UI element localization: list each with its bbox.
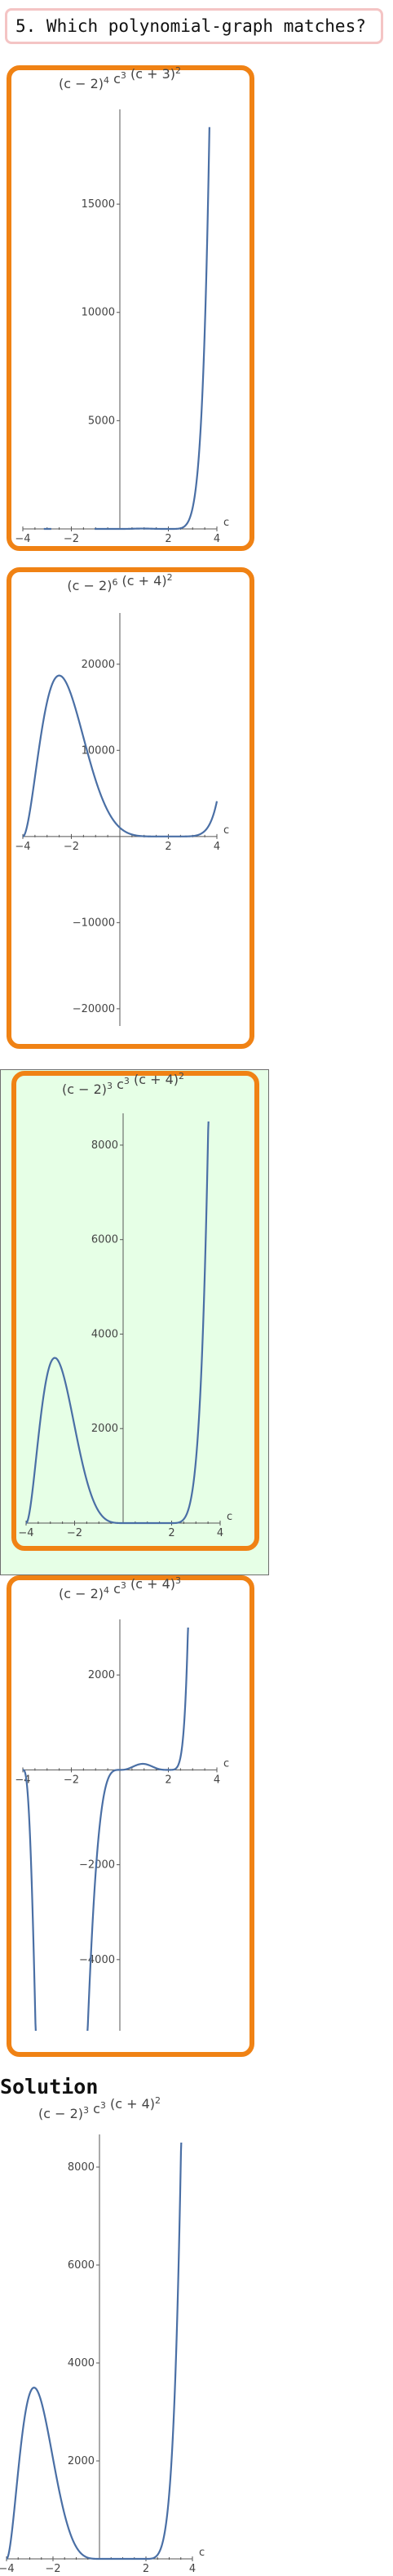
x-tick-label: −4 xyxy=(18,1527,33,1539)
chart-title: (c − 2)3 c3 (c + 4)2 xyxy=(62,1071,184,1097)
y-tick-label: 6000 xyxy=(68,2259,95,2272)
x-axis-label: c xyxy=(223,824,229,837)
y-tick-label: 15000 xyxy=(82,198,115,211)
x-tick-label: −4 xyxy=(15,841,30,853)
x-tick-label: 4 xyxy=(189,2563,196,2575)
x-tick-label: 4 xyxy=(217,1527,223,1539)
x-tick-label: 4 xyxy=(214,533,220,545)
chart-title: (c − 2)6 (c + 4)2 xyxy=(67,572,172,593)
option-card-3[interactable] xyxy=(11,1071,259,1551)
question-text: 5. Which polynomial-graph matches? xyxy=(15,16,366,36)
chart-title: (c − 2)3 c3 (c + 4)2 xyxy=(38,2095,161,2121)
polynomial-curve xyxy=(43,127,210,531)
y-tick-label: 2000 xyxy=(91,1423,118,1435)
option-chart-1: (c − 2)4 c3 (c + 3)2 −4 −2 2 4c 5000 10000 1500… xyxy=(15,65,229,545)
y-tick-label: 20000 xyxy=(82,659,115,671)
x-tick-label: 4 xyxy=(214,841,220,853)
x-tick-label: −4 xyxy=(15,533,30,545)
x-tick-label: 2 xyxy=(165,533,171,545)
option-chart-4: (c − 2)4 c3 (c + 4)3−4 −2 2 4c−4000−2000200… xyxy=(15,1575,229,2032)
y-tick-label: 4000 xyxy=(91,1328,118,1340)
y-tick-label: 2000 xyxy=(68,2455,95,2467)
y-tick-label: 8000 xyxy=(68,2161,95,2174)
polynomial-curve xyxy=(6,2142,183,2560)
y-tick-label: 2000 xyxy=(88,1669,115,1681)
x-tick-label: −2 xyxy=(64,533,79,545)
y-tick-label: −10000 xyxy=(73,917,115,929)
x-tick-label: 2 xyxy=(143,2563,149,2575)
x-tick-label: −2 xyxy=(64,841,79,853)
y-tick-label: 8000 xyxy=(91,1139,118,1152)
polynomial-curve xyxy=(22,1627,189,2032)
y-tick-label: −4000 xyxy=(79,1954,115,1966)
x-axis-label: c xyxy=(199,2547,205,2559)
y-tick-label: −20000 xyxy=(73,1003,115,1015)
x-tick-label: 2 xyxy=(165,1774,171,1786)
chart-title: (c − 2)4 c3 (c + 4)3 xyxy=(59,1575,181,1601)
question-box: 5. Which polynomial-graph matches? xyxy=(5,8,383,44)
y-tick-label: 5000 xyxy=(88,415,115,427)
x-axis-label: c xyxy=(223,517,229,529)
option-chart-2: (c − 2)6 (c + 4)2 −4 −2 2 4c −20000 −10000 1000… xyxy=(15,572,229,1026)
x-tick-label: −2 xyxy=(64,1774,79,1786)
option-chart-3: (c − 2)3 c3 (c + 4)2 −4 −2 2 4c 2000 4000 6000 8… xyxy=(18,1071,232,1539)
polynomial-curve xyxy=(22,674,219,837)
x-axis-label: c xyxy=(227,1511,232,1523)
y-tick-label: 10000 xyxy=(82,744,115,757)
x-tick-label: −2 xyxy=(67,1527,82,1539)
x-tick-label: −4 xyxy=(15,1774,30,1786)
x-tick-label: 4 xyxy=(214,1774,220,1786)
y-tick-label: 6000 xyxy=(91,1234,118,1246)
x-tick-label: −2 xyxy=(45,2563,60,2575)
x-axis-label: c xyxy=(223,1757,229,1770)
chart-title: (c − 2)4 c3 (c + 3)2 xyxy=(59,65,181,91)
x-tick-label: −4 xyxy=(0,2563,15,2575)
y-tick-label: 4000 xyxy=(68,2357,95,2369)
y-tick-label: 10000 xyxy=(82,307,115,319)
option-card-2[interactable] xyxy=(7,567,254,1049)
polynomial-curve xyxy=(25,1121,210,1525)
solution-chart: (c − 2)3 c3 (c + 4)2 −4 −2 2 4c 2000 4000 6000 8… xyxy=(0,2095,205,2575)
option-card-1[interactable] xyxy=(7,65,254,551)
x-tick-label: 2 xyxy=(168,1527,174,1539)
solution-heading: Solution xyxy=(0,2075,99,2099)
option-card-4[interactable] xyxy=(7,1575,254,2057)
x-tick-label: 2 xyxy=(165,841,171,853)
